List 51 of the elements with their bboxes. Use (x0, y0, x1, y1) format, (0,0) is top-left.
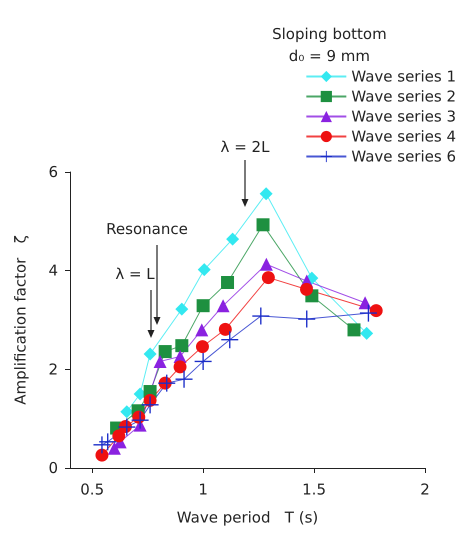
legend-label: Wave series 3 (351, 108, 456, 126)
y-axis-title: Amplification factor ζ (12, 235, 30, 405)
point (142, 396, 159, 414)
point (175, 339, 188, 352)
point (360, 326, 374, 340)
point (195, 323, 208, 336)
x-axis-title: Wave period T (s) (176, 508, 318, 526)
text: λ = 2L (220, 138, 270, 156)
point (99, 433, 116, 450)
legend-label: Wave series 2 (351, 88, 456, 106)
point (144, 348, 157, 361)
legend-label: Wave series 6 (351, 148, 456, 166)
point (120, 405, 134, 418)
legend-label: Wave series 1 (351, 68, 456, 86)
point (196, 299, 210, 312)
point (360, 304, 377, 322)
point (260, 258, 273, 271)
point (260, 187, 273, 200)
point (216, 299, 230, 312)
y-tick-label: 2 (48, 360, 58, 378)
x-tick-label: 2 (420, 480, 430, 498)
y-tick-label: 4 (48, 262, 58, 280)
point (198, 263, 211, 276)
y-tick-label: 0 (48, 459, 58, 477)
point (348, 323, 360, 336)
legend-title: Sloping bottom d₀ = 9 mm (272, 25, 387, 65)
point (158, 374, 176, 392)
x-tick-label: 1.5 (302, 480, 326, 498)
x-tick-label: 1 (198, 480, 208, 498)
point (226, 232, 240, 246)
y-tick-label: 6 (48, 163, 58, 181)
point (175, 302, 188, 316)
point (112, 429, 126, 442)
point (196, 340, 209, 354)
point (300, 282, 314, 296)
point (218, 322, 232, 336)
x-tick-label: 0.5 (80, 480, 104, 498)
legend-label: Wave series 4 (351, 128, 456, 146)
annotation: Resonance (106, 220, 188, 238)
point (174, 360, 187, 374)
point (118, 418, 136, 436)
point (158, 345, 172, 358)
point (95, 448, 108, 462)
point (370, 304, 383, 318)
point (154, 354, 167, 368)
point (256, 218, 270, 232)
point (262, 271, 275, 284)
point (221, 276, 234, 290)
point (132, 412, 149, 429)
annotation: λ = L (115, 265, 155, 283)
point (221, 331, 238, 348)
